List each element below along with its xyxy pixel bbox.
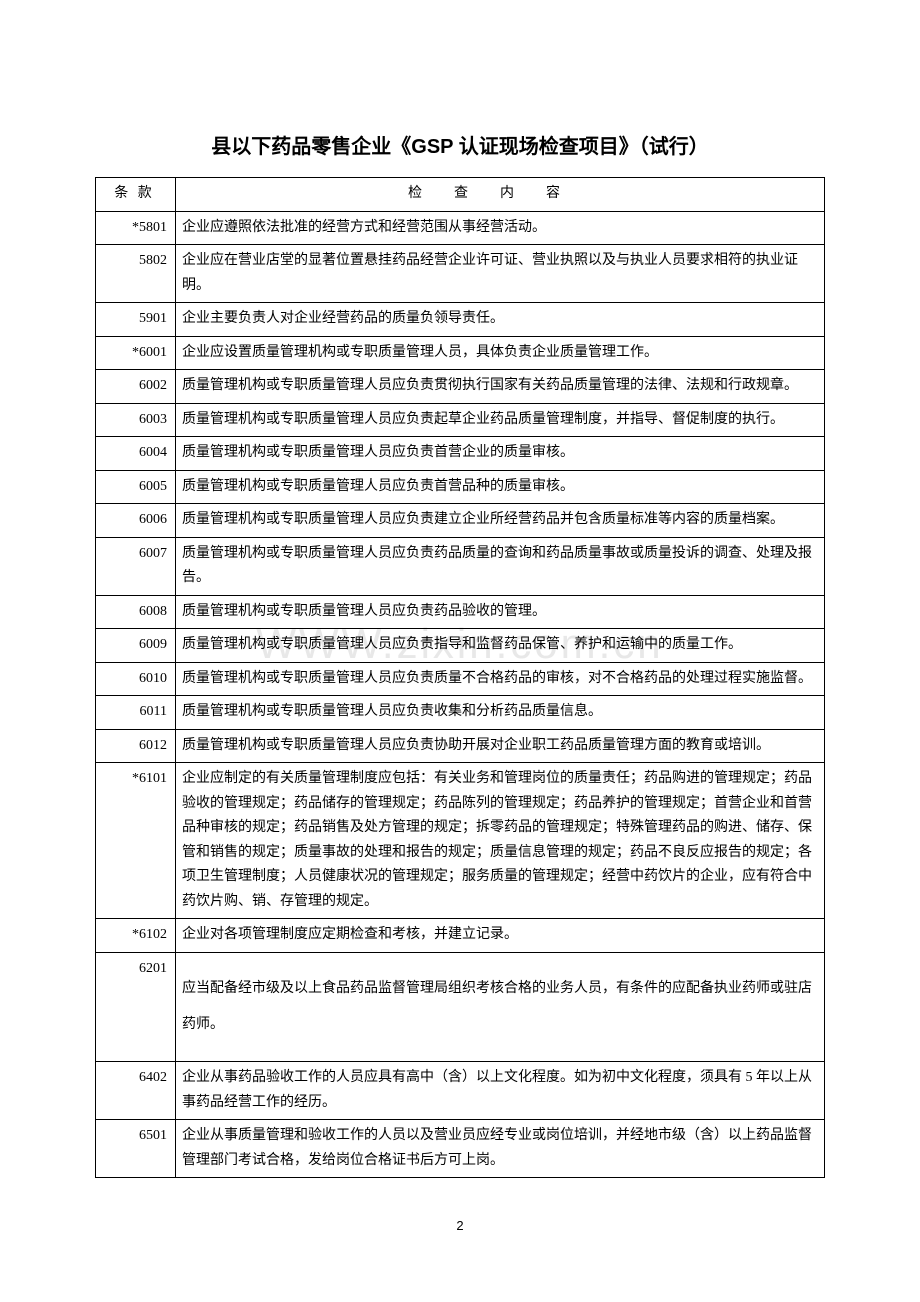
code-cell: *5801 <box>96 211 176 245</box>
content-cell: 质量管理机构或专职质量管理人员应负责贯彻执行国家有关药品质量管理的法律、法规和行… <box>176 370 825 404</box>
header-content-cell: 检查内容 <box>176 178 825 212</box>
content-cell: 应当配备经市级及以上食品药品监督管理局组织考核合格的业务人员，有条件的应配备执业… <box>176 952 825 1062</box>
table-row: 6005质量管理机构或专职质量管理人员应负责首营品种的质量审核。 <box>96 470 825 504</box>
code-cell: 6501 <box>96 1120 176 1178</box>
content-cell: 企业应遵照依法批准的经营方式和经营范围从事经营活动。 <box>176 211 825 245</box>
table-row: 6006质量管理机构或专职质量管理人员应负责建立企业所经营药品并包含质量标准等内… <box>96 504 825 538</box>
table-row: 6201应当配备经市级及以上食品药品监督管理局组织考核合格的业务人员，有条件的应… <box>96 952 825 1062</box>
code-cell: 5901 <box>96 303 176 337</box>
table-row: 6003质量管理机构或专职质量管理人员应负责起草企业药品质量管理制度，并指导、督… <box>96 403 825 437</box>
code-cell: 6006 <box>96 504 176 538</box>
content-cell: 质量管理机构或专职质量管理人员应负责指导和监督药品保管、养护和运输中的质量工作。 <box>176 629 825 663</box>
content-cell: 企业从事质量管理和验收工作的人员以及营业员应经专业或岗位培训，并经地市级（含）以… <box>176 1120 825 1178</box>
content-cell: 质量管理机构或专职质量管理人员应负责药品质量的查询和药品质量事故或质量投诉的调查… <box>176 537 825 595</box>
table-row: 5802企业应在营业店堂的显著位置悬挂药品经营企业许可证、营业执照以及与执业人员… <box>96 245 825 303</box>
table-row: *5801企业应遵照依法批准的经营方式和经营范围从事经营活动。 <box>96 211 825 245</box>
content-cell: 质量管理机构或专职质量管理人员应负责建立企业所经营药品并包含质量标准等内容的质量… <box>176 504 825 538</box>
code-cell: 6010 <box>96 662 176 696</box>
table-row: 6012质量管理机构或专职质量管理人员应负责协助开展对企业职工药品质量管理方面的… <box>96 729 825 763</box>
content-cell: 企业对各项管理制度应定期检查和考核，并建立记录。 <box>176 919 825 953</box>
table-row: 6007质量管理机构或专职质量管理人员应负责药品质量的查询和药品质量事故或质量投… <box>96 537 825 595</box>
content-cell: 质量管理机构或专职质量管理人员应负责首营企业的质量审核。 <box>176 437 825 471</box>
content-cell: 企业应在营业店堂的显著位置悬挂药品经营企业许可证、营业执照以及与执业人员要求相符… <box>176 245 825 303</box>
table-row: *6102企业对各项管理制度应定期检查和考核，并建立记录。 <box>96 919 825 953</box>
code-cell: *6101 <box>96 763 176 919</box>
code-cell: 6201 <box>96 952 176 1062</box>
content-cell: 质量管理机构或专职质量管理人员应负责收集和分析药品质量信息。 <box>176 696 825 730</box>
code-cell: 6002 <box>96 370 176 404</box>
document-title: 县以下药品零售企业《GSP 认证现场检查项目》（试行） <box>95 130 825 159</box>
table-row: 6011质量管理机构或专职质量管理人员应负责收集和分析药品质量信息。 <box>96 696 825 730</box>
table-row: 5901企业主要负责人对企业经营药品的质量负领导责任。 <box>96 303 825 337</box>
content-cell: 质量管理机构或专职质量管理人员应负责起草企业药品质量管理制度，并指导、督促制度的… <box>176 403 825 437</box>
table-row: *6001企业应设置质量管理机构或专职质量管理人员，具体负责企业质量管理工作。 <box>96 336 825 370</box>
content-cell: 质量管理机构或专职质量管理人员应负责药品验收的管理。 <box>176 595 825 629</box>
table-row: 6008质量管理机构或专职质量管理人员应负责药品验收的管理。 <box>96 595 825 629</box>
content-cell: 质量管理机构或专职质量管理人员应负责首营品种的质量审核。 <box>176 470 825 504</box>
code-cell: 6012 <box>96 729 176 763</box>
code-cell: *6102 <box>96 919 176 953</box>
code-cell: 6003 <box>96 403 176 437</box>
inspection-items-table: 条 款检查内容*5801企业应遵照依法批准的经营方式和经营范围从事经营活动。58… <box>95 177 825 1178</box>
code-cell: 5802 <box>96 245 176 303</box>
code-cell: 6008 <box>96 595 176 629</box>
content-cell: 质量管理机构或专职质量管理人员应负责协助开展对企业职工药品质量管理方面的教育或培… <box>176 729 825 763</box>
table-header-row: 条 款检查内容 <box>96 178 825 212</box>
code-cell: 6402 <box>96 1062 176 1120</box>
code-cell: 6004 <box>96 437 176 471</box>
table-row: *6101企业应制定的有关质量管理制度应包括：有关业务和管理岗位的质量责任；药品… <box>96 763 825 919</box>
header-code-cell: 条 款 <box>96 178 176 212</box>
content-cell: 企业应设置质量管理机构或专职质量管理人员，具体负责企业质量管理工作。 <box>176 336 825 370</box>
content-cell: 企业应制定的有关质量管理制度应包括：有关业务和管理岗位的质量责任；药品购进的管理… <box>176 763 825 919</box>
code-cell: 6011 <box>96 696 176 730</box>
table-row: 6009质量管理机构或专职质量管理人员应负责指导和监督药品保管、养护和运输中的质… <box>96 629 825 663</box>
table-row: 6501企业从事质量管理和验收工作的人员以及营业员应经专业或岗位培训，并经地市级… <box>96 1120 825 1178</box>
content-cell: 企业主要负责人对企业经营药品的质量负领导责任。 <box>176 303 825 337</box>
table-row: 6402企业从事药品验收工作的人员应具有高中（含）以上文化程度。如为初中文化程度… <box>96 1062 825 1120</box>
code-cell: 6007 <box>96 537 176 595</box>
page-number: 2 <box>95 1218 825 1233</box>
content-cell: 质量管理机构或专职质量管理人员应负责质量不合格药品的审核，对不合格药品的处理过程… <box>176 662 825 696</box>
code-cell: 6005 <box>96 470 176 504</box>
code-cell: 6009 <box>96 629 176 663</box>
code-cell: *6001 <box>96 336 176 370</box>
table-row: 6010质量管理机构或专职质量管理人员应负责质量不合格药品的审核，对不合格药品的… <box>96 662 825 696</box>
table-row: 6004质量管理机构或专职质量管理人员应负责首营企业的质量审核。 <box>96 437 825 471</box>
table-row: 6002质量管理机构或专职质量管理人员应负责贯彻执行国家有关药品质量管理的法律、… <box>96 370 825 404</box>
content-cell: 企业从事药品验收工作的人员应具有高中（含）以上文化程度。如为初中文化程度，须具有… <box>176 1062 825 1120</box>
